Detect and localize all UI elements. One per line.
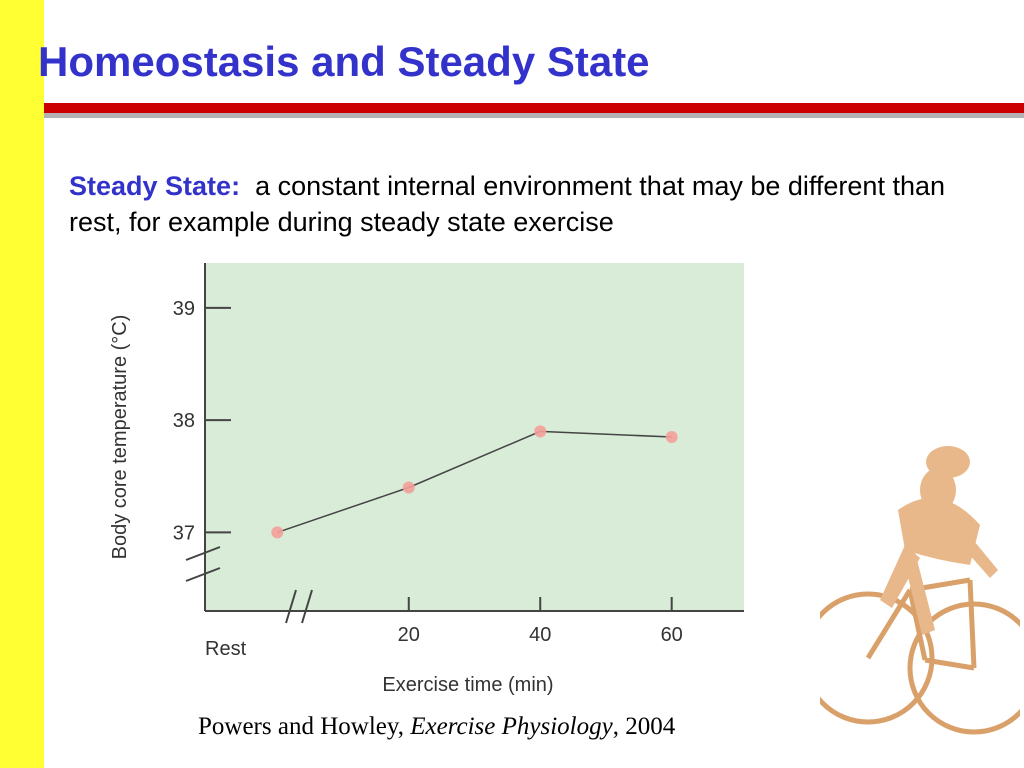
x-axis-break-mark [301, 589, 313, 624]
y-tick-label: 39 [173, 298, 195, 320]
slide-title: Homeostasis and Steady State [38, 38, 650, 85]
definition-body: a constant internal environment that may… [69, 171, 946, 237]
data-point [665, 431, 678, 443]
y-ticks: 37 38 39 [173, 298, 231, 544]
y-axis-label: Body core temperature (°C) [109, 315, 131, 560]
x-axis-label: Exercise time (min) [382, 674, 553, 696]
cyclist-clipart [820, 446, 1020, 735]
citation: Powers and Howley, Exercise Physiology, … [198, 713, 675, 741]
data-points [271, 425, 678, 539]
definition-term: Steady State: [69, 171, 241, 201]
x-ticks: Rest 20 40 60 [205, 597, 683, 660]
x-axis-break-mark [285, 589, 297, 624]
temperature-chart: 37 38 39 Rest 20 40 60 Body core temperature … [92, 255, 752, 705]
x-tick-label: 20 [398, 624, 420, 646]
data-point [271, 526, 284, 539]
y-axis-break-mark [185, 546, 221, 561]
x-tick-label: 60 [661, 624, 683, 646]
y-tick-label: 37 [173, 522, 195, 544]
data-point [402, 481, 415, 494]
definition-text: Steady State: a constant internal enviro… [69, 168, 989, 240]
x-tick-label-rest: Rest [205, 638, 247, 660]
series-line [277, 430, 672, 534]
chart-svg: 37 38 39 Rest 20 40 60 Body core temperature … [92, 255, 752, 705]
y-tick-label: 38 [173, 410, 195, 432]
axes [185, 263, 744, 624]
y-axis-break-mark [185, 567, 221, 582]
citation-book-title: Exercise Physiology [410, 713, 613, 740]
data-point [534, 425, 547, 438]
citation-year: , 2004 [612, 713, 676, 740]
x-tick-label: 40 [529, 624, 551, 646]
title-underline [44, 103, 1024, 118]
left-accent-bar [0, 0, 44, 768]
citation-authors: Powers and Howley, [198, 713, 404, 740]
